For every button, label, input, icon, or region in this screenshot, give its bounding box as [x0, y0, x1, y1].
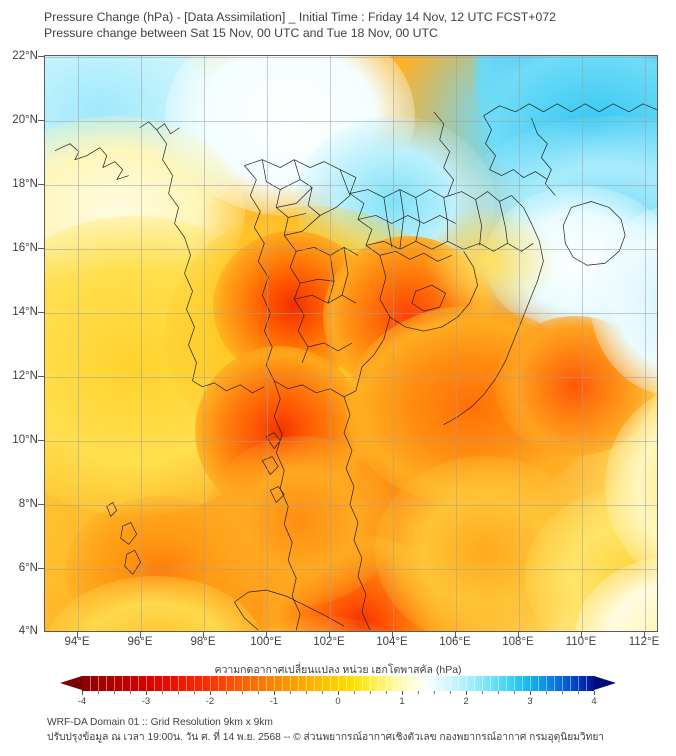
colorbar-tick--2 — [210, 691, 211, 695]
x-tick-106E — [455, 632, 456, 638]
y-axis-label-16N: 16°N — [12, 242, 38, 254]
gridline-lat-18 — [45, 185, 657, 186]
gridline-lon-98 — [204, 56, 205, 631]
footer-attribution: ปรับปรุงข้อมูล ณ เวลา 19:00น. วัน ศ. ที่… — [47, 732, 605, 743]
y-tick-6N — [38, 568, 44, 569]
x-tick-98E — [203, 632, 204, 638]
colorbar-tick-label--4: -4 — [77, 696, 87, 707]
colorbar-tick-label-2: 2 — [463, 696, 469, 707]
gridline-lon-108 — [519, 56, 520, 631]
x-axis-label-102E: 102°E — [313, 636, 345, 648]
gridline-lat-10 — [45, 441, 657, 442]
x-axis-label-94E: 94°E — [64, 636, 90, 648]
y-axis-label-4N: 4°N — [18, 625, 38, 637]
x-tick-110E — [581, 632, 582, 638]
chart-title-line-1: Pressure Change (hPa) - [Data Assimilati… — [44, 10, 557, 24]
gridline-lon-100 — [267, 56, 268, 631]
y-tick-10N — [38, 440, 44, 441]
y-axis-label-14N: 14°N — [12, 306, 38, 318]
x-axis-label-96E: 96°E — [127, 636, 153, 648]
colorbar-tick-label-4: 4 — [591, 696, 597, 707]
gridline-lon-94 — [78, 56, 79, 631]
y-axis-label-18N: 18°N — [12, 178, 38, 190]
gridline-lat-8 — [45, 505, 657, 506]
gridline-lat-12 — [45, 377, 657, 378]
gridline-lon-102 — [330, 56, 331, 631]
colorbar-tick-label--1: -1 — [269, 696, 279, 707]
y-tick-16N — [38, 248, 44, 249]
x-tick-104E — [392, 632, 393, 638]
colorbar-tick-label--2: -2 — [205, 696, 215, 707]
x-axis-label-100E: 100°E — [250, 636, 282, 648]
gridline-lat-20 — [45, 121, 657, 122]
footer-block: WRF-DA Domain 01 :: Grid Resolution 9km … — [47, 716, 667, 745]
footer-model-info: WRF-DA Domain 01 :: Grid Resolution 9km … — [47, 717, 273, 728]
pressure-field-overlay — [45, 56, 657, 631]
y-tick-22N — [38, 56, 44, 57]
colorbar-tick-3 — [530, 691, 531, 695]
gridline-lat-22 — [45, 57, 657, 58]
x-axis-label-108E: 108°E — [502, 636, 534, 648]
y-tick-20N — [38, 120, 44, 121]
x-axis-label-104E: 104°E — [376, 636, 408, 648]
y-tick-8N — [38, 504, 44, 505]
colorbar-tick-4 — [594, 691, 595, 695]
gridline-lon-112 — [645, 56, 646, 631]
colorbar-tick-0 — [338, 691, 339, 695]
gridline-lon-110 — [582, 56, 583, 631]
colorbar-tick--4 — [82, 691, 83, 695]
x-axis-label-110E: 110°E — [565, 636, 597, 648]
y-tick-14N — [38, 312, 44, 313]
colorbar-tick-label-1: 1 — [399, 696, 405, 707]
y-axis-label-6N: 6°N — [18, 562, 38, 574]
y-axis-label-12N: 12°N — [12, 370, 38, 382]
y-axis-label-8N: 8°N — [18, 498, 38, 510]
colorbar[interactable]: -4 -3 -2 -1 0 1 2 3 4 — [60, 676, 616, 707]
colorbar-label: ความกดอากาศเปลี่ยนแปลง หน่วย เฮกโตพาสคัล… — [214, 664, 462, 676]
x-tick-96E — [140, 632, 141, 638]
gridline-lat-16 — [45, 249, 657, 250]
colorbar-extend-high-arrow — [594, 676, 616, 690]
x-axis-label-98E: 98°E — [190, 636, 216, 648]
y-axis-label-10N: 10°N — [12, 434, 38, 446]
y-axis-label-22N: 22°N — [12, 50, 38, 62]
colorbar-extend-low-arrow — [60, 676, 82, 690]
chart-title-line-2: Pressure change between Sat 15 Nov, 00 U… — [44, 26, 438, 40]
gridline-lon-104 — [393, 56, 394, 631]
x-axis-label-112E: 112°E — [628, 636, 660, 648]
colorbar-tick-label-3: 3 — [527, 696, 533, 707]
gridline-lon-96 — [141, 56, 142, 631]
y-tick-18N — [38, 184, 44, 185]
colorbar-gradient — [82, 676, 594, 691]
x-tick-108E — [518, 632, 519, 638]
colorbar-tick-1 — [402, 691, 403, 695]
x-tick-102E — [329, 632, 330, 638]
x-tick-112E — [644, 632, 645, 638]
y-axis-label-20N: 20°N — [12, 114, 38, 126]
x-tick-94E — [77, 632, 78, 638]
x-axis-label-106E: 106°E — [439, 636, 471, 648]
y-tick-12N — [38, 376, 44, 377]
map-plot-area[interactable] — [44, 55, 658, 632]
colorbar-tick--1 — [274, 691, 275, 695]
gridline-lat-14 — [45, 313, 657, 314]
chart-title-block: Pressure Change (hPa) - [Data Assimilati… — [44, 9, 664, 41]
coastline-and-borders — [54, 103, 657, 631]
gridline-lat-6 — [45, 569, 657, 570]
colorbar-tick-label-0: 0 — [335, 696, 341, 707]
x-tick-100E — [266, 632, 267, 638]
colorbar-tick--3 — [146, 691, 147, 695]
colorbar-tick-label--3: -3 — [141, 696, 151, 707]
gridline-lon-106 — [456, 56, 457, 631]
colorbar-tick-2 — [466, 691, 467, 695]
